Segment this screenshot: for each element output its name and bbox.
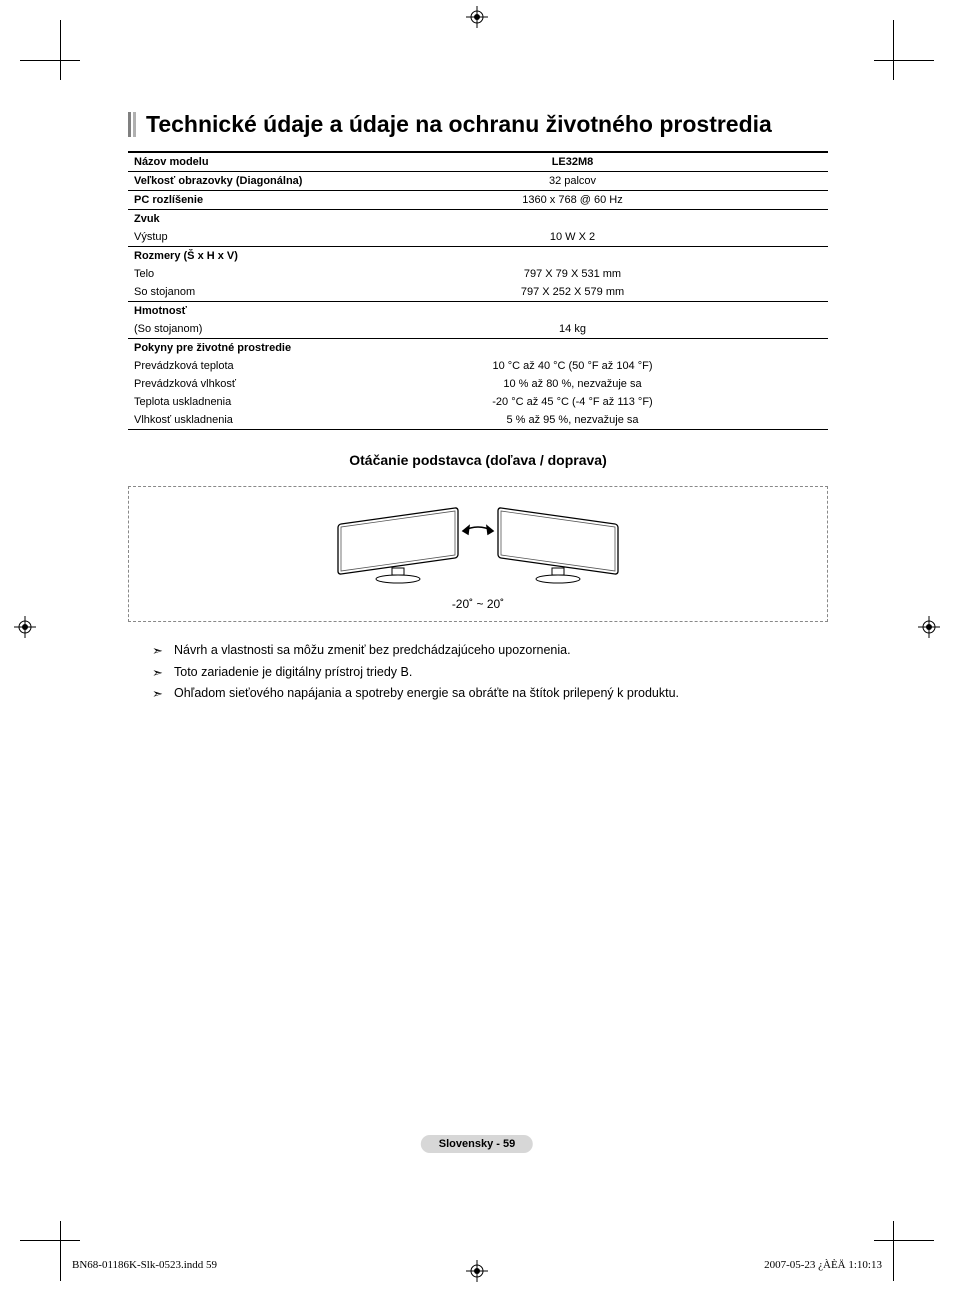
row-value: 32 palcov <box>317 172 828 191</box>
title-accent <box>128 112 136 137</box>
imposition-right: 2007-05-23 ¿ÀÈÄ 1:10:13 <box>764 1259 882 1271</box>
spec-table: Názov modelu LE32M8 Veľkosť obrazovky (D… <box>128 151 828 430</box>
crop-mark <box>60 20 61 80</box>
row-label: Výstup <box>128 228 317 247</box>
table-row: Zvuk <box>128 210 828 229</box>
note-item: Toto zariadenie je digitálny prístroj tr… <box>152 662 828 683</box>
row-label: Teplota uskladnenia <box>128 393 317 411</box>
table-row: Pokyny pre životné prostredie <box>128 339 828 358</box>
notes-list: Návrh a vlastnosti sa môžu zmeniť bez pr… <box>128 640 828 704</box>
table-row: (So stojanom)14 kg <box>128 320 828 339</box>
note-item: Návrh a vlastnosti sa môžu zmeniť bez pr… <box>152 640 828 661</box>
table-row: Teplota uskladnenia-20 °C až 45 °C (-4 °… <box>128 393 828 411</box>
row-value <box>317 339 828 358</box>
table-row: Vlhkosť uskladnenia5 % až 95 %, nezvažuj… <box>128 411 828 430</box>
row-value <box>317 247 828 266</box>
table-row: Veľkosť obrazovky (Diagonálna)32 palcov <box>128 172 828 191</box>
crop-mark <box>60 1221 61 1281</box>
page: Technické údaje a údaje na ochranu život… <box>0 0 954 1301</box>
page-badge: Slovensky - 59 <box>421 1135 533 1153</box>
row-value: 797 X 79 X 531 mm <box>317 265 828 283</box>
table-row: Prevádzková vlhkosť10 % až 80 %, nezvažu… <box>128 375 828 393</box>
row-value <box>317 210 828 229</box>
row-label: Rozmery (Š x H x V) <box>128 247 317 266</box>
row-label: Hmotnosť <box>128 302 317 321</box>
row-label: PC rozlíšenie <box>128 191 317 210</box>
row-value: 10 °C až 40 °C (50 °F až 104 °F) <box>317 357 828 375</box>
row-value: 797 X 252 X 579 mm <box>317 283 828 302</box>
row-label: Prevádzková vlhkosť <box>128 375 317 393</box>
header-label: Názov modelu <box>128 152 317 172</box>
imposition-footer: BN68-01186K-Slk-0523.indd 59 2007-05-23 … <box>72 1259 882 1271</box>
row-label: Veľkosť obrazovky (Diagonálna) <box>128 172 317 191</box>
crop-mark <box>20 60 80 61</box>
row-value: 5 % až 95 %, nezvažuje sa <box>317 411 828 430</box>
title-row: Technické údaje a údaje na ochranu život… <box>128 112 828 137</box>
crop-mark <box>874 1240 934 1241</box>
swivel-illustration <box>308 501 648 591</box>
row-label: Zvuk <box>128 210 317 229</box>
row-value <box>317 302 828 321</box>
content-area: Technické údaje a údaje na ochranu život… <box>128 112 828 704</box>
crop-mark <box>874 60 934 61</box>
imposition-left: BN68-01186K-Slk-0523.indd 59 <box>72 1259 217 1271</box>
registration-mark-icon <box>14 616 36 638</box>
table-row: So stojanom797 X 252 X 579 mm <box>128 283 828 302</box>
row-label: Telo <box>128 265 317 283</box>
row-value: -20 °C až 45 °C (-4 °F až 113 °F) <box>317 393 828 411</box>
table-row: PC rozlíšenie1360 x 768 @ 60 Hz <box>128 191 828 210</box>
registration-mark-icon <box>466 6 488 28</box>
table-row: Výstup10 W X 2 <box>128 228 828 247</box>
header-value: LE32M8 <box>317 152 828 172</box>
swivel-title: Otáčanie podstavca (doľava / doprava) <box>128 452 828 468</box>
row-label: So stojanom <box>128 283 317 302</box>
swivel-range: -20˚ ~ 20˚ <box>129 597 827 611</box>
crop-mark <box>893 1221 894 1281</box>
row-value: 10 % až 80 %, nezvažuje sa <box>317 375 828 393</box>
row-label: (So stojanom) <box>128 320 317 339</box>
swivel-box: -20˚ ~ 20˚ <box>128 486 828 622</box>
row-label: Prevádzková teplota <box>128 357 317 375</box>
row-value: 1360 x 768 @ 60 Hz <box>317 191 828 210</box>
table-row: Telo797 X 79 X 531 mm <box>128 265 828 283</box>
table-row: Rozmery (Š x H x V) <box>128 247 828 266</box>
registration-mark-icon <box>918 616 940 638</box>
table-row: Hmotnosť <box>128 302 828 321</box>
note-item: Ohľadom sieťového napájania a spotreby e… <box>152 683 828 704</box>
page-title: Technické údaje a údaje na ochranu život… <box>146 112 772 137</box>
row-label: Pokyny pre životné prostredie <box>128 339 317 358</box>
row-value: 10 W X 2 <box>317 228 828 247</box>
row-label: Vlhkosť uskladnenia <box>128 411 317 430</box>
crop-mark <box>893 20 894 80</box>
table-row: Prevádzková teplota10 °C až 40 °C (50 °F… <box>128 357 828 375</box>
row-value: 14 kg <box>317 320 828 339</box>
crop-mark <box>20 1240 80 1241</box>
table-header-row: Názov modelu LE32M8 <box>128 152 828 172</box>
